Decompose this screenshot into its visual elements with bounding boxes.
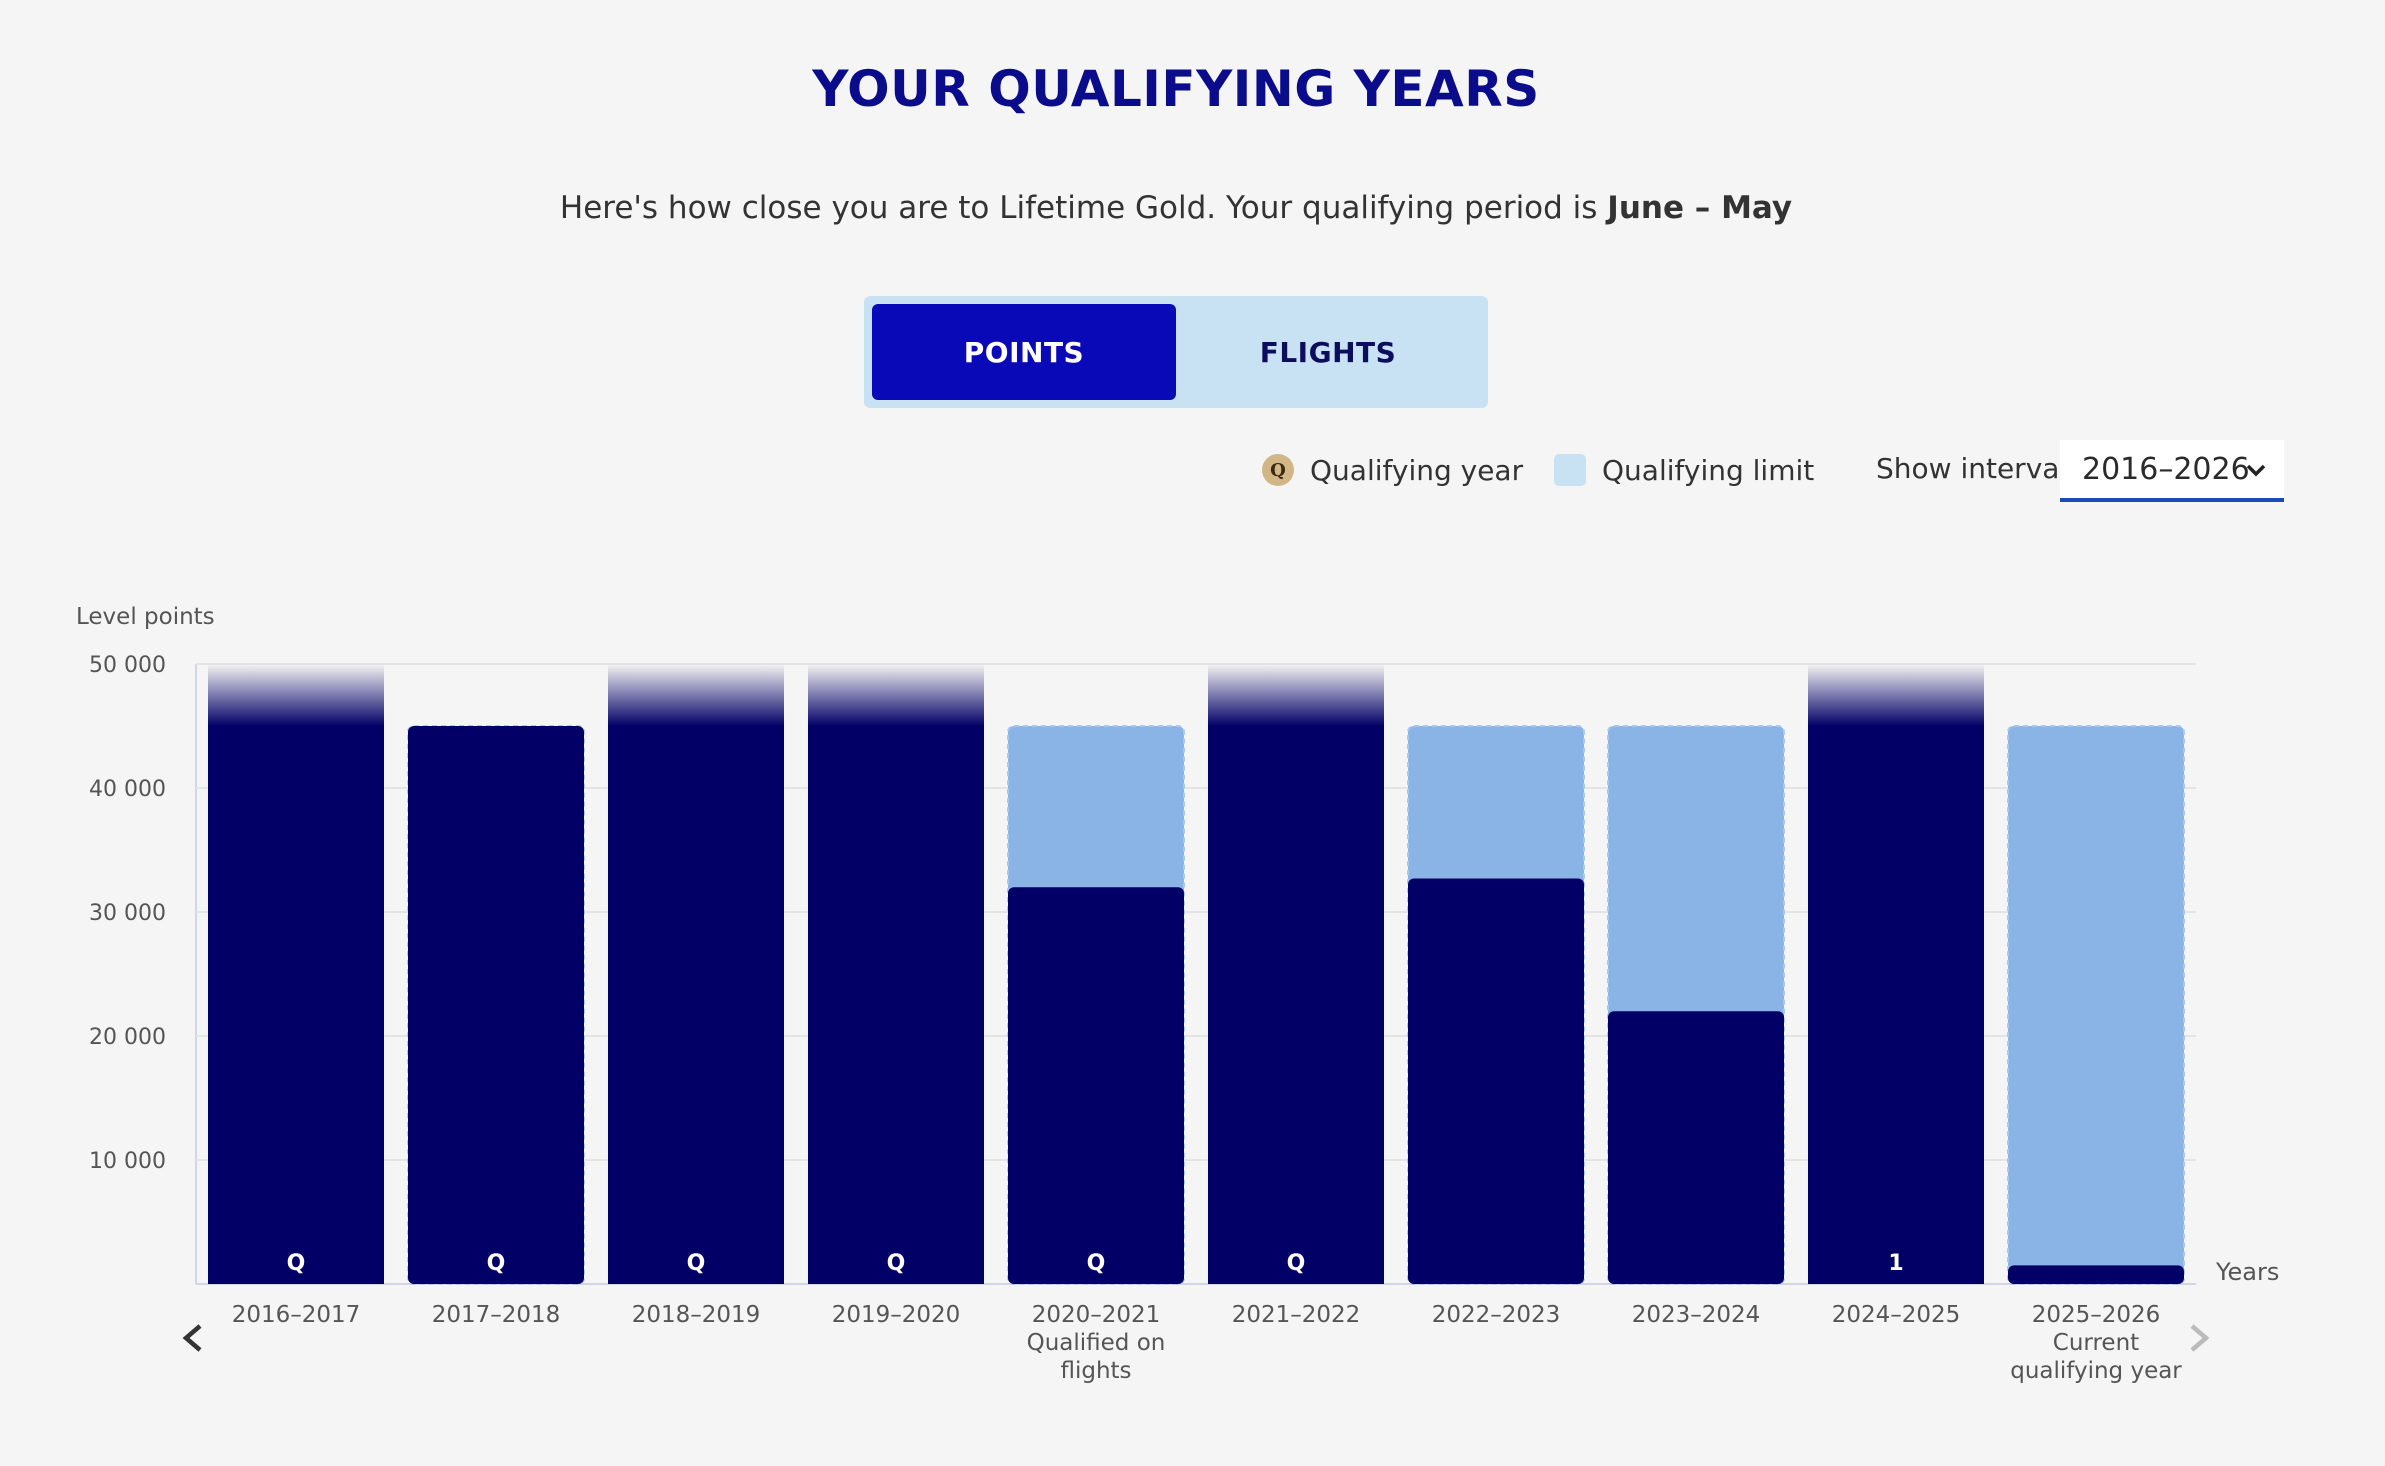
x-tick-sublabel: Current xyxy=(2053,1330,2139,1356)
bar-group: 1 xyxy=(1808,664,1984,1284)
x-tick-label: 2025–2026 xyxy=(2032,1302,2161,1328)
bar-overflow xyxy=(608,664,784,726)
bar-points xyxy=(608,726,784,1284)
bar-group: Q xyxy=(208,664,384,1284)
qualifying-period: June – May xyxy=(1607,190,1793,226)
y-tick-label: 30 000 xyxy=(89,901,166,926)
tab-points[interactable]: POINTS xyxy=(872,304,1176,400)
prev-years-button[interactable] xyxy=(172,1316,216,1360)
legend-qualifying-year: Q Qualifying year xyxy=(1262,450,1523,490)
x-tick-label: 2020–2021 xyxy=(1032,1302,1161,1328)
qualifying-limit-swatch-icon xyxy=(1554,454,1586,486)
bar-marker-label: Q xyxy=(687,1251,706,1276)
x-tick-label: 2021–2022 xyxy=(1232,1302,1361,1328)
x-tick-label: 2022–2023 xyxy=(1432,1302,1561,1328)
view-toggle: POINTS FLIGHTS xyxy=(864,296,1488,408)
y-tick-label: 10 000 xyxy=(89,1149,166,1174)
y-tick-label: 40 000 xyxy=(89,777,166,802)
page-title: YOUR QUALIFYING YEARS xyxy=(812,60,1540,118)
x-axis-label: Years xyxy=(2215,1258,2279,1286)
chevron-right-icon xyxy=(2190,1324,2210,1352)
legend-qualifying-limit: Qualifying limit xyxy=(1554,450,1814,490)
x-tick-label: 2019–2020 xyxy=(832,1302,961,1328)
bar-group: Q xyxy=(1007,725,1185,1285)
chart-bars: Q Q Q Q Q Q 1 xyxy=(208,664,2185,1285)
bar-points xyxy=(1408,878,1584,1284)
subtitle-text: Here's how close you are to Lifetime Gol… xyxy=(559,190,1608,226)
x-tick-sublabel: qualifying year xyxy=(2010,1358,2182,1384)
x-tick-labels: 2016–2017 2017–2018 2018–2019 2019–2020 2020… xyxy=(232,1302,2183,1384)
chevron-left-icon xyxy=(182,1324,202,1352)
bar-marker-label: Q xyxy=(1087,1251,1106,1276)
bar-overflow xyxy=(1808,664,1984,726)
bar-points xyxy=(808,726,984,1284)
interval-select[interactable]: 2016–2026 xyxy=(2060,440,2284,502)
bar-points xyxy=(2008,1265,2184,1284)
bar-points xyxy=(1808,726,1984,1284)
bar-group xyxy=(1607,725,1785,1285)
bar-points xyxy=(1208,726,1384,1284)
x-tick-label: 2017–2018 xyxy=(432,1302,561,1328)
x-tick-sublabel: Qualified on xyxy=(1027,1330,1166,1356)
next-years-button[interactable] xyxy=(2176,1316,2220,1360)
bar-marker-label: Q xyxy=(487,1251,506,1276)
bar-overflow xyxy=(208,664,384,726)
x-tick-label: 2024–2025 xyxy=(1832,1302,1961,1328)
bar-marker-label: Q xyxy=(887,1251,906,1276)
y-tick-label: 50 000 xyxy=(89,653,166,678)
page-subtitle: Here's how close you are to Lifetime Gol… xyxy=(0,190,2352,226)
bar-points xyxy=(208,726,384,1284)
bar-group: Q xyxy=(808,664,984,1284)
bar-marker-label: Q xyxy=(287,1251,306,1276)
x-tick-sublabel: flights xyxy=(1060,1358,1131,1384)
x-tick-label: 2023–2024 xyxy=(1632,1302,1761,1328)
bar-group xyxy=(1407,725,1585,1285)
bar-points xyxy=(1608,1011,1784,1284)
x-tick-label: 2016–2017 xyxy=(232,1302,361,1328)
bar-group xyxy=(2007,725,2185,1285)
bar-points xyxy=(1008,887,1184,1284)
chevron-down-icon xyxy=(2246,464,2266,477)
bar-group: Q xyxy=(608,664,784,1284)
bar-limit xyxy=(2007,725,2185,1285)
y-axis-label: Level points xyxy=(76,604,215,630)
legend-qualifying-limit-label: Qualifying limit xyxy=(1602,453,1815,487)
bar-marker-label: Q xyxy=(1287,1251,1306,1276)
y-tick-label: 20 000 xyxy=(89,1025,166,1050)
bar-overflow xyxy=(1208,664,1384,726)
bar-group: Q xyxy=(407,725,585,1285)
interval-selected-value: 2016–2026 xyxy=(2082,451,2250,487)
bar-marker-label: 1 xyxy=(1888,1251,1903,1276)
legend-qualifying-year-label: Qualifying year xyxy=(1310,453,1524,487)
bar-points xyxy=(408,726,584,1284)
bar-group: Q xyxy=(1208,664,1384,1284)
interval-label: Show interval: xyxy=(1876,452,2077,485)
tab-flights[interactable]: FLIGHTS xyxy=(1259,335,1397,369)
x-tick-label: 2018–2019 xyxy=(632,1302,761,1328)
bar-overflow xyxy=(808,664,984,726)
qualifying-year-badge-icon: Q xyxy=(1262,454,1294,486)
